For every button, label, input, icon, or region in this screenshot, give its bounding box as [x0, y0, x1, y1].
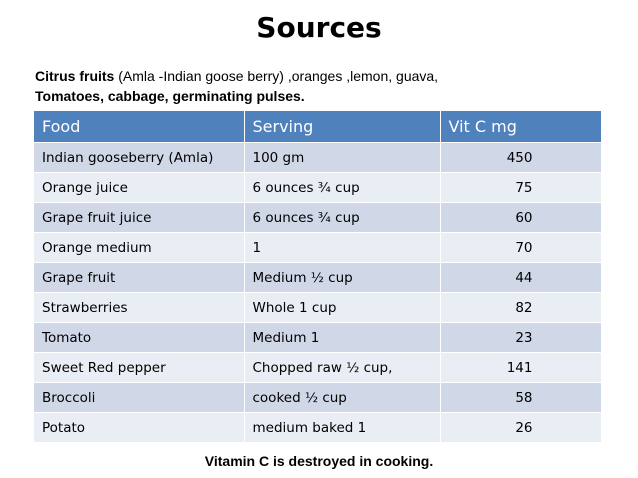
table-row: Orange medium 1 70 — [34, 232, 602, 263]
cell-food: Tomato — [34, 322, 245, 353]
cell-serving: 6 ounces ¾ cup — [244, 202, 441, 233]
table-row: Orange juice 6 ounces ¾ cup 75 — [34, 172, 602, 203]
table-body: Indian gooseberry (Amla) 100 gm 450 Orange … — [34, 142, 602, 442]
cell-vitc: 44 — [440, 262, 602, 293]
cell-food: Strawberries — [34, 292, 245, 323]
header-serving: Serving — [244, 111, 441, 143]
table-row: Sweet Red pepper Chopped raw ½ cup, 141 — [34, 352, 602, 383]
cell-food: Indian gooseberry (Amla) — [34, 142, 245, 173]
cell-vitc: 70 — [440, 232, 602, 263]
cell-serving: Medium 1 — [244, 322, 441, 353]
page-title: Sources — [256, 11, 382, 44]
table-row: Grape fruit Medium ½ cup 44 — [34, 262, 602, 293]
cell-vitc: 58 — [440, 382, 602, 413]
cell-serving: 1 — [244, 232, 441, 263]
cell-serving: 6 ounces ¾ cup — [244, 172, 441, 203]
vitamin-c-table: Food Serving Vit C mg Indian gooseberry … — [34, 111, 602, 442]
cell-serving: medium baked 1 — [244, 412, 441, 442]
cell-food: Broccoli — [34, 382, 245, 413]
header-food: Food — [34, 111, 245, 143]
table-row: Broccoli cooked ½ cup 58 — [34, 382, 602, 413]
table-row: Tomato Medium 1 23 — [34, 322, 602, 353]
cell-vitc: 60 — [440, 202, 602, 233]
cell-food: Grape fruit juice — [34, 202, 245, 233]
cell-vitc: 23 — [440, 322, 602, 353]
table-row: Grape fruit juice 6 ounces ¾ cup 60 — [34, 202, 602, 233]
cell-vitc: 141 — [440, 352, 602, 383]
cell-serving: 100 gm — [244, 142, 441, 173]
cell-food: Orange medium — [34, 232, 245, 263]
intro-text: Citrus fruits (Amla -Indian goose berry)… — [35, 66, 615, 106]
cell-vitc: 450 — [440, 142, 602, 173]
cell-vitc: 26 — [440, 412, 602, 442]
intro-line1-rest: (Amla -Indian goose berry) ,oranges ,lem… — [114, 68, 439, 84]
cell-vitc: 82 — [440, 292, 602, 323]
table-row: Indian gooseberry (Amla) 100 gm 450 — [34, 142, 602, 173]
table-row: Potato medium baked 1 26 — [34, 412, 602, 442]
vitamin-c-table-container: Food Serving Vit C mg Indian gooseberry … — [34, 111, 602, 442]
header-vitc: Vit C mg — [440, 111, 602, 143]
cell-serving: Whole 1 cup — [244, 292, 441, 323]
table-row: Strawberries Whole 1 cup 82 — [34, 292, 602, 323]
intro-line2-bold: Tomatoes, cabbage, germinating pulses. — [35, 88, 305, 104]
cell-serving: cooked ½ cup — [244, 382, 441, 413]
cell-food: Grape fruit — [34, 262, 245, 293]
cell-food: Sweet Red pepper — [34, 352, 245, 383]
footer-note: Vitamin C is destroyed in cooking. — [204, 453, 434, 469]
cell-vitc: 75 — [440, 172, 602, 203]
cell-serving: Medium ½ cup — [244, 262, 441, 293]
cell-serving: Chopped raw ½ cup, — [244, 352, 441, 383]
intro-line1-bold: Citrus fruits — [35, 68, 115, 84]
cell-food: Orange juice — [34, 172, 245, 203]
table-header-row: Food Serving Vit C mg — [34, 111, 602, 143]
cell-food: Potato — [34, 412, 245, 442]
